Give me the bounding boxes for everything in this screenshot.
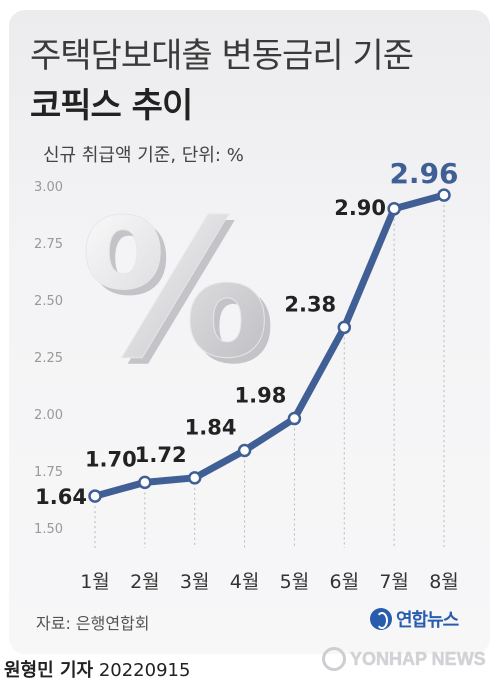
data-label: 1.70 (85, 447, 137, 471)
watermark-text: YONHAP NEWS (350, 648, 486, 669)
data-point (138, 475, 152, 490)
data-labels: 1.64 1.701.72 1.84 1.98 2.38 2.902.96 (35, 157, 458, 509)
y-tick-label: 2.00 (34, 408, 63, 423)
y-tick-label: 2.50 (34, 294, 63, 309)
series-line (91, 191, 448, 500)
percent-symbol: % (80, 179, 270, 400)
data-label: 1.72 (135, 443, 187, 467)
x-tick-label: 2월 (130, 571, 160, 593)
data-point (88, 489, 102, 503)
data-label: 1.64 (35, 485, 87, 509)
x-tick-label: 1월 (80, 571, 110, 593)
data-point (237, 443, 252, 458)
data-label: 2.96 (389, 157, 458, 190)
yonhap-logo-icon (370, 608, 392, 630)
data-point (187, 471, 202, 485)
data-point (387, 202, 401, 216)
yonhap-logo-text: 연합뉴스 (396, 610, 459, 631)
y-tick-label: 1.75 (34, 465, 63, 480)
watermark: YONHAP NEWS (322, 645, 486, 673)
x-tick-label: 7월 (379, 571, 409, 593)
data-points (88, 188, 451, 503)
chart-subtitle: 신규 취급액 기준, 단위: % (43, 145, 244, 166)
x-tick-label: 3월 (180, 571, 210, 593)
x-tick-label: 8월 (429, 571, 459, 593)
y-axis-ticks: 1.50 1.75 2.00 2.25 2.50 2.75 3.00 (34, 180, 63, 537)
percent-decoration: % % (80, 179, 277, 407)
byline: 원형민 기자 20220915 (4, 656, 190, 682)
author: 원형민 기자 (4, 660, 94, 681)
yonhap-logo: 연합뉴스 (370, 606, 459, 632)
data-label: 2.38 (284, 292, 336, 316)
gridlines (94, 205, 445, 548)
chart-title-bold: 코픽스 추이 (30, 86, 193, 126)
y-tick-label: 3.00 (34, 180, 63, 195)
chart-panel (9, 10, 490, 654)
data-point (287, 411, 302, 426)
data-label: 2.90 (334, 196, 386, 220)
percent-shadow: % (86, 185, 276, 406)
x-tick-label: 5월 (280, 571, 310, 593)
x-tick-label: 4월 (230, 571, 260, 593)
data-label: 1.98 (235, 384, 287, 408)
data-point (437, 188, 451, 202)
y-tick-label: 2.25 (34, 351, 63, 366)
source-note: 자료: 은행연합회 (36, 614, 150, 633)
date: 20220915 (98, 660, 191, 681)
y-tick-label: 1.50 (34, 522, 63, 537)
data-label: 1.84 (185, 415, 237, 439)
watermark-icon (322, 647, 346, 671)
y-tick-label: 2.75 (34, 237, 63, 252)
x-axis-ticks: 1월 2월 3월 4월 5월 6월 7월 8월 (80, 571, 459, 593)
chart-title: 주택담보대출 변동금리 기준 (30, 36, 414, 76)
x-tick-label: 6월 (329, 571, 359, 593)
data-point (337, 320, 352, 335)
